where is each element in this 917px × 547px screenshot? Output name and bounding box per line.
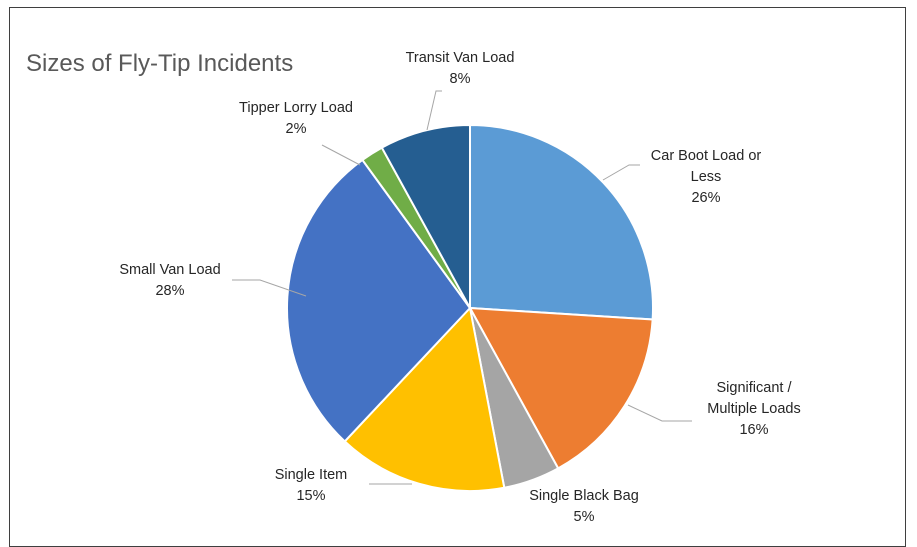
- slice-small-van-load: [286, 158, 472, 443]
- data-label-name: Multiple Loads: [707, 401, 801, 417]
- data-label-name: Single Item: [275, 467, 348, 483]
- data-label-name: Small Van Load: [119, 262, 220, 278]
- data-label-percent: 5%: [574, 509, 595, 525]
- pie-slices: [286, 123, 654, 492]
- data-label-name: Single Black Bag: [529, 488, 639, 504]
- data-label-tipper-lorry-load: Tipper Lorry Load 2%: [239, 100, 353, 137]
- slice-car-boot-load-or-less: [469, 123, 654, 321]
- data-label-percent: 16%: [739, 422, 768, 438]
- data-label-name: Tipper Lorry Load: [239, 100, 353, 116]
- data-label-name: Car Boot Load or: [651, 148, 762, 164]
- data-label-small-van-load: Small Van Load 28%: [119, 262, 220, 299]
- data-label-percent: 26%: [691, 190, 720, 206]
- leader-line-small-van-load: [232, 279, 307, 297]
- leader-line-transit-van-load: [426, 90, 442, 131]
- leader-line-tipper-lorry-load: [321, 144, 361, 166]
- data-label-transit-van-load: Transit Van Load 8%: [406, 50, 515, 87]
- data-label-name: Transit Van Load: [406, 50, 515, 66]
- data-label-percent: 15%: [296, 488, 325, 504]
- data-label-single-black-bag: Single Black Bag 5%: [529, 488, 639, 525]
- data-label-percent: 28%: [155, 283, 184, 299]
- leader-line-car-boot-load-or-less: [602, 164, 640, 181]
- data-label-name: Less: [691, 169, 722, 185]
- slice-transit-van-load: [380, 123, 471, 309]
- leader-line-significant-multiple-loads: [627, 404, 692, 422]
- data-label-single-item: Single Item 15%: [275, 467, 348, 504]
- data-label-percent: 2%: [286, 121, 307, 137]
- data-label-percent: 8%: [450, 71, 471, 87]
- slice-single-item: [343, 305, 506, 492]
- slice-significant-multiple-loads: [468, 306, 654, 470]
- chart-title: Sizes of Fly-Tip Incidents: [26, 50, 294, 77]
- data-label-name: Significant /: [717, 380, 793, 396]
- data-label-significant-multiple-loads: Significant / Multiple Loads 16%: [707, 380, 801, 438]
- data-label-car-boot-load-or-less: Car Boot Load or Less 26%: [651, 148, 762, 206]
